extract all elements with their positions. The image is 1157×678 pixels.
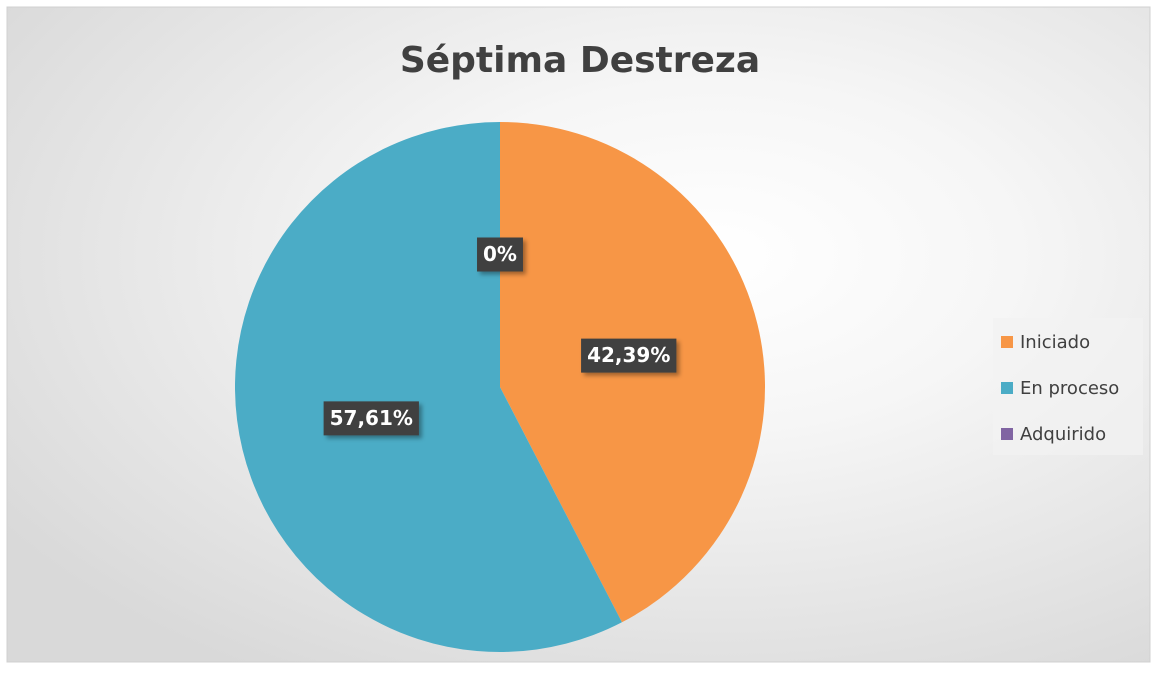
data-label-text: 0%	[483, 242, 517, 266]
legend-swatch	[1001, 382, 1013, 394]
legend	[993, 318, 1143, 455]
data-label: 42,39%	[581, 338, 677, 373]
legend-label: Iniciado	[1020, 332, 1090, 353]
pie	[235, 122, 766, 652]
data-label-text: 42,39%	[587, 343, 670, 367]
data-labels: 42,39% 57,61% 0%	[323, 237, 677, 436]
data-label-box	[581, 338, 677, 373]
legend-entries: Iniciado En proceso Adquirido	[1001, 332, 1119, 445]
chart-title: Séptima Destreza	[400, 40, 760, 81]
legend-swatch	[1001, 336, 1013, 348]
pie-slice	[235, 122, 622, 652]
legend-label: Adquirido	[1020, 424, 1106, 445]
data-label: 57,61%	[323, 401, 419, 436]
data-label-box	[323, 401, 419, 436]
legend-swatch	[1001, 428, 1013, 440]
data-label: 0%	[477, 237, 523, 272]
data-label-text: 57,61%	[330, 406, 413, 430]
data-label-box	[477, 237, 523, 272]
legend-label: En proceso	[1020, 378, 1119, 399]
